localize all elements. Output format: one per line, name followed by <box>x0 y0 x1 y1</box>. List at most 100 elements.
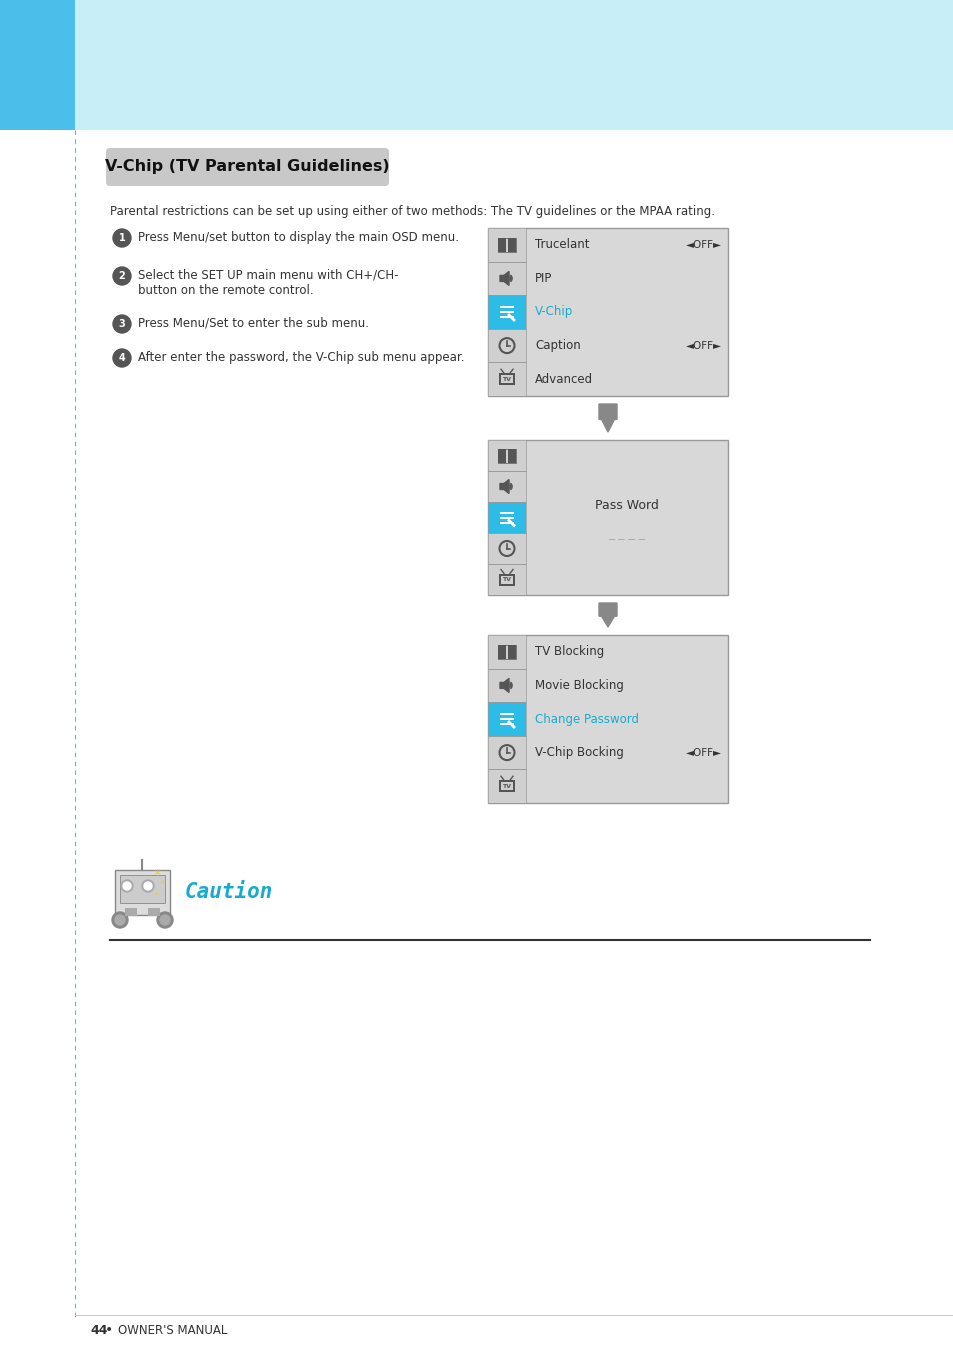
Circle shape <box>121 880 132 892</box>
Bar <box>0 0 75 130</box>
Text: 3: 3 <box>118 318 125 329</box>
Bar <box>498 573 515 585</box>
Bar <box>488 329 525 363</box>
Text: Caution: Caution <box>185 882 274 902</box>
Text: 44: 44 <box>90 1323 108 1337</box>
Text: 1: 1 <box>118 233 125 243</box>
Text: TV: TV <box>502 577 511 581</box>
Circle shape <box>123 882 131 890</box>
Bar <box>488 533 525 564</box>
Bar <box>488 440 727 595</box>
Text: 4: 4 <box>118 353 125 363</box>
Bar <box>488 635 727 803</box>
Bar <box>488 635 525 669</box>
Bar <box>488 228 525 262</box>
Circle shape <box>112 912 128 928</box>
Circle shape <box>112 229 131 247</box>
Circle shape <box>157 912 172 928</box>
Bar <box>499 723 514 724</box>
Circle shape <box>112 267 131 285</box>
Text: PIP: PIP <box>535 272 552 285</box>
Text: Select the SET UP main menu with CH+/CH-
button on the remote control.: Select the SET UP main menu with CH+/CH-… <box>138 268 398 297</box>
Bar <box>488 769 525 803</box>
Text: ◄OFF►: ◄OFF► <box>685 747 721 758</box>
Bar <box>500 782 513 791</box>
Bar <box>488 295 525 329</box>
Text: OWNER'S MANUAL: OWNER'S MANUAL <box>118 1323 227 1337</box>
Bar <box>488 471 525 502</box>
Bar <box>488 440 525 471</box>
Circle shape <box>144 882 152 890</box>
Circle shape <box>112 316 131 333</box>
Text: ◄OFF►: ◄OFF► <box>685 240 721 250</box>
Bar <box>497 448 505 463</box>
Bar <box>497 645 505 658</box>
Text: TV: TV <box>502 376 511 382</box>
Bar <box>507 237 516 252</box>
Bar <box>488 295 525 329</box>
Bar <box>488 769 525 803</box>
Text: *: * <box>153 867 160 882</box>
Bar <box>505 645 507 658</box>
Bar <box>500 375 513 383</box>
Bar <box>499 714 514 715</box>
Bar <box>488 471 525 502</box>
Circle shape <box>115 915 125 925</box>
Bar <box>497 237 505 252</box>
Bar <box>499 316 514 318</box>
Bar <box>488 703 525 735</box>
Polygon shape <box>499 679 509 692</box>
Bar <box>488 564 525 595</box>
Text: Parental restrictions can be set up using either of two methods: The TV guidelin: Parental restrictions can be set up usin… <box>110 205 714 219</box>
Bar <box>488 635 727 803</box>
Text: Movie Blocking: Movie Blocking <box>535 679 623 692</box>
Bar <box>507 448 516 463</box>
Bar <box>499 517 514 518</box>
Bar <box>505 237 507 252</box>
Text: Trucelant: Trucelant <box>535 239 589 251</box>
Bar <box>115 870 170 915</box>
Bar <box>488 440 727 595</box>
Polygon shape <box>598 603 617 627</box>
Text: 2: 2 <box>118 271 125 281</box>
Bar <box>488 228 727 397</box>
Bar <box>120 876 165 902</box>
Text: _ _ _ _: _ _ _ _ <box>608 526 645 540</box>
Circle shape <box>142 880 153 892</box>
Polygon shape <box>499 479 509 494</box>
Bar <box>499 306 514 308</box>
Bar <box>498 780 515 792</box>
Bar <box>499 312 514 313</box>
Text: Advanced: Advanced <box>535 372 593 386</box>
Bar <box>488 440 525 471</box>
Text: V-Chip: V-Chip <box>535 305 573 318</box>
Bar <box>488 329 525 363</box>
FancyBboxPatch shape <box>106 148 389 186</box>
Text: *: * <box>155 892 158 898</box>
Bar <box>148 908 160 916</box>
Polygon shape <box>598 403 617 432</box>
Polygon shape <box>499 271 509 286</box>
Bar <box>499 718 514 720</box>
Bar <box>75 0 953 130</box>
Bar <box>488 669 525 703</box>
Text: V-Chip (TV Parental Guidelines): V-Chip (TV Parental Guidelines) <box>105 159 390 174</box>
Bar <box>488 502 525 533</box>
Bar <box>488 564 525 595</box>
Bar <box>488 703 525 735</box>
Bar <box>488 363 525 397</box>
Bar <box>488 669 525 703</box>
Bar <box>488 735 525 769</box>
Bar <box>488 228 525 262</box>
Text: Pass Word: Pass Word <box>595 499 659 511</box>
Bar <box>507 645 516 658</box>
Bar <box>488 262 525 295</box>
Text: *: * <box>160 880 165 890</box>
Circle shape <box>160 915 170 925</box>
Circle shape <box>112 349 131 367</box>
Bar <box>499 511 514 514</box>
Text: V-Chip Bocking: V-Chip Bocking <box>535 746 623 759</box>
Text: TV Blocking: TV Blocking <box>535 645 603 658</box>
Bar <box>498 374 515 386</box>
Text: Change Password: Change Password <box>535 712 639 726</box>
